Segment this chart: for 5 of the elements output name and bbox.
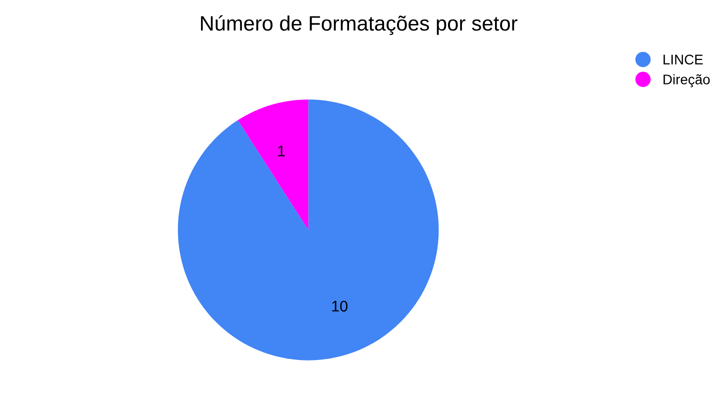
legend-label: LINCE	[664, 54, 703, 64]
data-label: 10	[332, 300, 348, 312]
chart-title: Número de Formatações por setor	[201, 15, 518, 35]
legend-label: Direção	[664, 74, 710, 88]
data-label: 1	[278, 146, 285, 156]
